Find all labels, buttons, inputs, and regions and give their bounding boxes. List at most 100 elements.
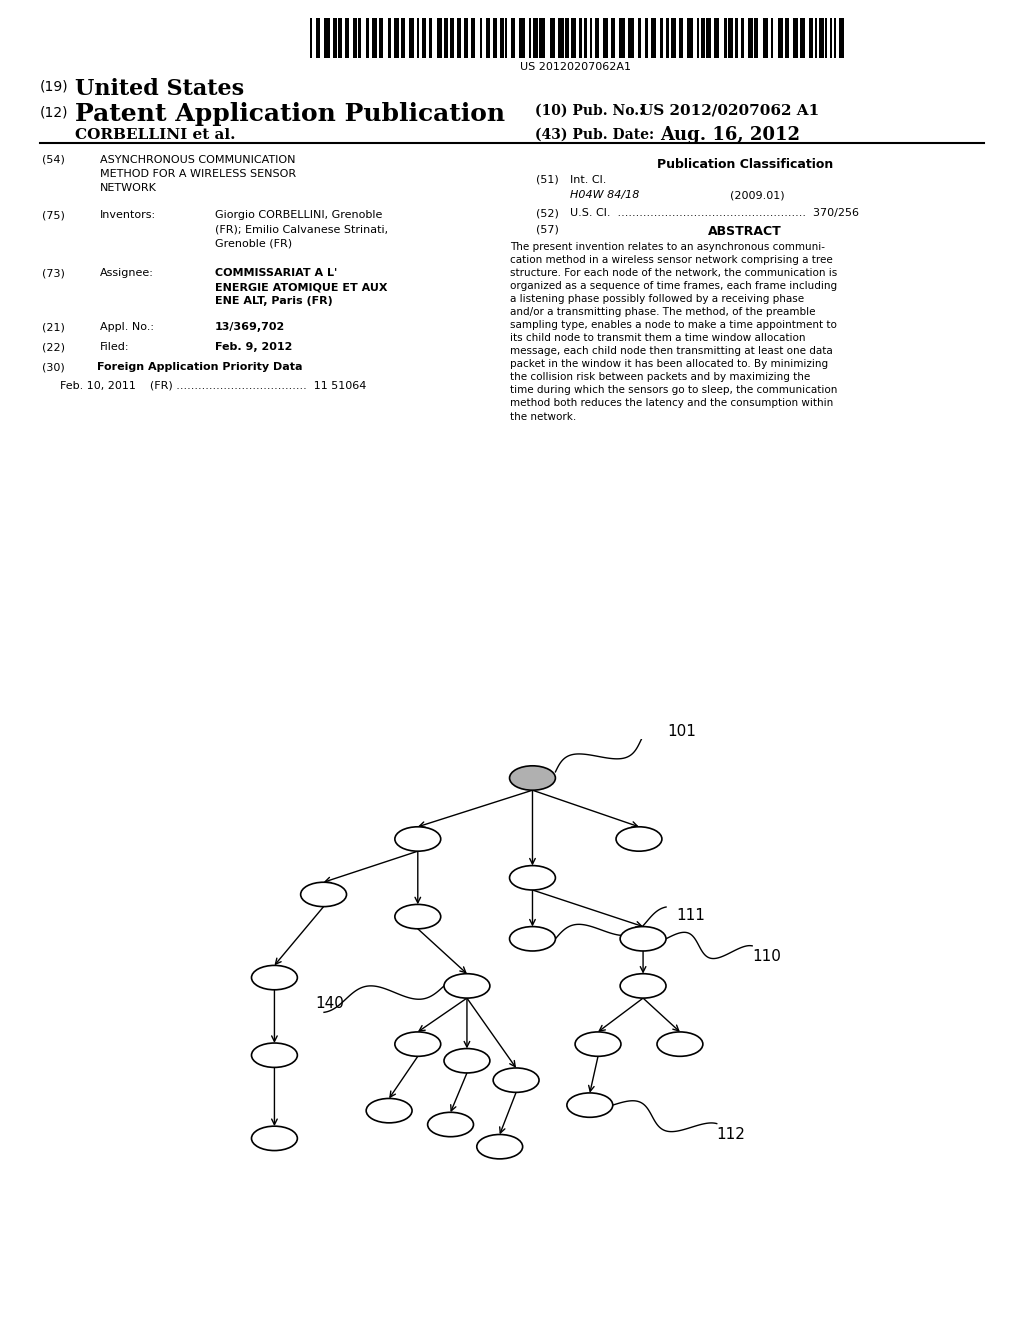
Bar	[338, 18, 342, 58]
Bar	[580, 18, 582, 58]
Bar	[620, 18, 625, 58]
Text: (12): (12)	[40, 106, 69, 119]
Bar	[417, 18, 420, 58]
Bar	[558, 18, 564, 58]
Text: Assignee:: Assignee:	[100, 268, 154, 279]
Bar	[358, 18, 361, 58]
Text: Giorgio CORBELLINI, Grenoble
(FR); Emilio Calvanese Strinati,
Grenoble (FR): Giorgio CORBELLINI, Grenoble (FR); Emili…	[215, 210, 388, 248]
Text: 112: 112	[716, 1127, 744, 1142]
Text: 110: 110	[752, 949, 781, 964]
Text: The present invention relates to an asynchronous communi-
cation method in a wir: The present invention relates to an asyn…	[510, 242, 838, 421]
Text: Foreign Application Priority Data: Foreign Application Priority Data	[97, 362, 303, 372]
Bar	[701, 18, 706, 58]
Bar	[353, 18, 357, 58]
Bar	[324, 18, 330, 58]
Text: (21): (21)	[42, 322, 65, 333]
Bar	[464, 18, 468, 58]
Bar	[471, 18, 475, 58]
Bar	[590, 18, 592, 58]
Text: ASYNCHRONOUS COMMUNICATION
METHOD FOR A WIRELESS SENSOR
NETWORK: ASYNCHRONOUS COMMUNICATION METHOD FOR A …	[100, 154, 296, 193]
Bar	[366, 18, 369, 58]
Bar	[755, 18, 759, 58]
Ellipse shape	[367, 1098, 412, 1123]
Bar	[793, 18, 798, 58]
Bar	[528, 18, 530, 58]
Bar	[379, 18, 383, 58]
Ellipse shape	[252, 1126, 297, 1151]
Bar	[728, 18, 733, 58]
Text: (22): (22)	[42, 342, 65, 352]
Ellipse shape	[444, 1048, 489, 1073]
Text: (51): (51)	[536, 176, 559, 185]
Bar	[638, 18, 640, 58]
Text: Patent Application Publication: Patent Application Publication	[75, 102, 505, 125]
Bar	[401, 18, 406, 58]
Bar	[770, 18, 773, 58]
Bar	[611, 18, 615, 58]
Bar	[603, 18, 608, 58]
Text: Inventors:: Inventors:	[100, 210, 156, 220]
Text: 111: 111	[676, 908, 705, 923]
Bar	[565, 18, 568, 58]
Bar	[505, 18, 508, 58]
Bar	[660, 18, 663, 58]
Text: Int. Cl.: Int. Cl.	[570, 176, 606, 185]
Text: (10) Pub. No.:: (10) Pub. No.:	[535, 104, 644, 117]
Bar	[451, 18, 455, 58]
Bar	[819, 18, 824, 58]
Bar	[436, 18, 441, 58]
Ellipse shape	[575, 1032, 621, 1056]
Text: (75): (75)	[42, 210, 65, 220]
Bar	[667, 18, 669, 58]
Bar	[748, 18, 753, 58]
Text: (19): (19)	[40, 81, 69, 94]
Text: Publication Classification: Publication Classification	[656, 158, 834, 172]
Text: H04W 84/18: H04W 84/18	[570, 190, 639, 201]
Text: (2009.01): (2009.01)	[730, 190, 784, 201]
Ellipse shape	[494, 1068, 539, 1093]
Ellipse shape	[252, 965, 297, 990]
Bar	[829, 18, 833, 58]
Bar	[595, 18, 599, 58]
Bar	[550, 18, 555, 58]
Ellipse shape	[510, 927, 555, 950]
Bar	[540, 18, 546, 58]
Bar	[479, 18, 482, 58]
Ellipse shape	[444, 974, 489, 998]
Text: (73): (73)	[42, 268, 65, 279]
Text: United States: United States	[75, 78, 244, 100]
Text: US 20120207062A1: US 20120207062A1	[519, 62, 631, 73]
Bar	[388, 18, 390, 58]
Bar	[645, 18, 648, 58]
Bar	[344, 18, 349, 58]
Text: Feb. 10, 2011    (FR) ....................................  11 51064: Feb. 10, 2011 (FR) .....................…	[60, 380, 367, 389]
Text: Filed:: Filed:	[100, 342, 129, 352]
Text: Appl. No.:: Appl. No.:	[100, 322, 154, 333]
Text: Feb. 9, 2012: Feb. 9, 2012	[215, 342, 293, 352]
Text: Aug. 16, 2012: Aug. 16, 2012	[660, 125, 800, 144]
Bar	[714, 18, 719, 58]
Text: (57): (57)	[536, 224, 559, 235]
Ellipse shape	[567, 1093, 612, 1117]
Bar	[734, 18, 737, 58]
Bar	[423, 18, 426, 58]
Ellipse shape	[510, 766, 555, 791]
Bar	[584, 18, 588, 58]
Bar	[651, 18, 656, 58]
Bar	[429, 18, 432, 58]
Bar	[571, 18, 577, 58]
Text: (54): (54)	[42, 154, 65, 165]
Text: 101: 101	[668, 723, 696, 739]
Text: ABSTRACT: ABSTRACT	[709, 224, 782, 238]
Text: 140: 140	[315, 995, 344, 1011]
Bar	[457, 18, 461, 58]
Text: COMMISSARIAT A L'
ENERGIE ATOMIQUE ET AUX
ENE ALT, Paris (FR): COMMISSARIAT A L' ENERGIE ATOMIQUE ET AU…	[215, 268, 387, 306]
Bar	[800, 18, 805, 58]
Text: U.S. Cl.  ....................................................  370/256: U.S. Cl. ...............................…	[570, 209, 859, 218]
Bar	[310, 18, 312, 58]
Bar	[493, 18, 498, 58]
Ellipse shape	[395, 1032, 440, 1056]
Bar	[372, 18, 378, 58]
Text: (30): (30)	[42, 362, 65, 372]
Bar	[629, 18, 634, 58]
